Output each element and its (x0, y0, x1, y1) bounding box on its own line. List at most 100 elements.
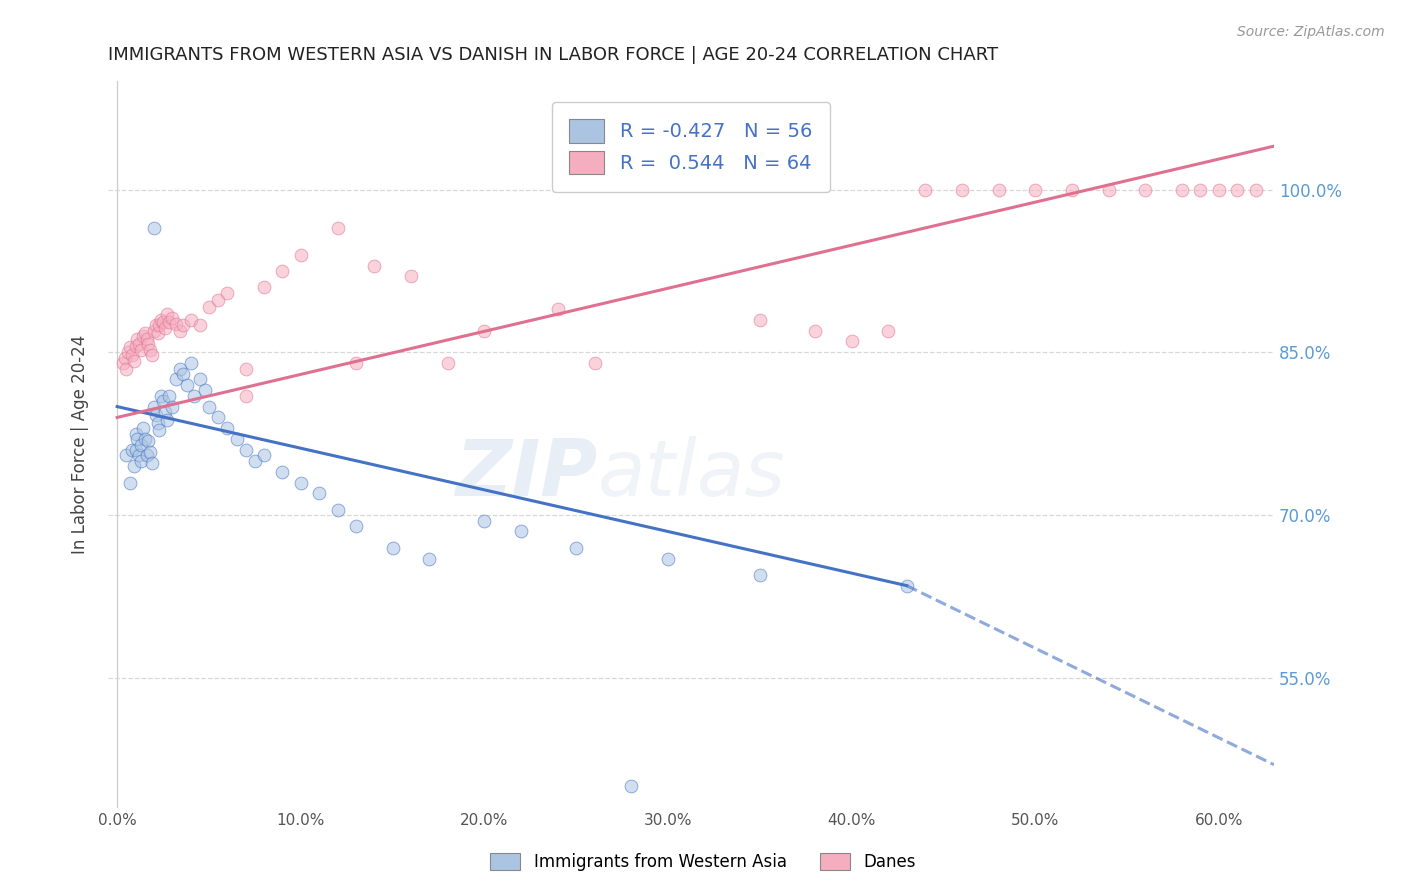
Point (243, 454, 266, 468)
Point (172, 367, 194, 381)
Point (565, 541, 588, 555)
Point (474, 514, 496, 528)
Point (344, 519, 367, 533)
Point (150, 389, 173, 403)
Legend: R = -0.427   N = 56, R =  0.544   N = 64: R = -0.427 N = 56, R = 0.544 N = 64 (553, 102, 830, 192)
Point (121, 442, 143, 457)
Point (877, 324, 900, 338)
Point (117, 345, 139, 359)
Point (162, 400, 184, 414)
Point (135, 449, 157, 463)
Point (148, 318, 170, 333)
Point (124, 339, 146, 353)
Point (1226, 183, 1249, 197)
Point (148, 424, 170, 438)
Point (118, 475, 141, 490)
Point (111, 356, 134, 370)
Point (145, 318, 167, 333)
Point (253, 449, 276, 463)
Point (235, 361, 257, 376)
Point (188, 318, 211, 333)
Point (180, 312, 202, 326)
Point (172, 318, 194, 333)
Point (162, 310, 184, 325)
Point (153, 321, 176, 335)
Point (418, 551, 440, 566)
Point (207, 410, 229, 425)
Point (141, 456, 163, 470)
Point (474, 324, 496, 338)
Text: IMMIGRANTS FROM WESTERN ASIA VS DANISH IN LABOR FORCE | AGE 20-24 CORRELATION CH: IMMIGRANTS FROM WESTERN ASIA VS DANISH I… (108, 46, 998, 64)
Point (217, 285, 239, 300)
Point (122, 354, 145, 368)
Point (176, 377, 198, 392)
Point (290, 248, 312, 262)
Point (132, 329, 155, 343)
Point (156, 307, 179, 321)
Point (152, 394, 174, 409)
Point (169, 361, 191, 376)
Point (290, 475, 312, 490)
Point (127, 432, 149, 446)
Point (142, 324, 165, 338)
Point (124, 442, 146, 457)
Point (183, 389, 205, 403)
Point (1135, 183, 1157, 197)
Point (165, 317, 187, 331)
Point (620, 780, 643, 794)
Point (436, 356, 458, 370)
Point (142, 220, 165, 235)
Point (657, 551, 679, 566)
Point (128, 336, 150, 351)
Point (127, 332, 149, 346)
Point (157, 389, 180, 403)
Point (122, 459, 145, 474)
Point (271, 264, 294, 278)
Point (217, 421, 239, 435)
Point (748, 312, 770, 326)
Point (399, 269, 422, 284)
Point (235, 389, 257, 403)
Y-axis label: In Labor Force | Age 20-24: In Labor Force | Age 20-24 (72, 334, 89, 554)
Point (326, 220, 349, 235)
Point (142, 400, 165, 414)
Point (129, 343, 152, 358)
Point (157, 315, 180, 329)
Point (344, 356, 367, 370)
Point (207, 293, 229, 308)
Point (510, 524, 533, 539)
Point (115, 361, 138, 376)
Point (1171, 183, 1194, 197)
Point (141, 347, 163, 361)
Point (950, 183, 973, 197)
Point (114, 351, 136, 365)
Point (138, 336, 160, 351)
Point (225, 432, 247, 446)
Point (146, 416, 169, 430)
Point (169, 324, 191, 338)
Point (547, 301, 569, 316)
Point (896, 579, 918, 593)
Point (1060, 183, 1083, 197)
Point (198, 300, 221, 314)
Point (583, 356, 606, 370)
Point (1189, 183, 1212, 197)
Point (152, 315, 174, 329)
Point (1208, 183, 1230, 197)
Point (308, 486, 330, 500)
Text: ZIP: ZIP (456, 435, 598, 512)
Point (129, 437, 152, 451)
Text: atlas: atlas (598, 435, 786, 512)
Point (1024, 183, 1046, 197)
Text: Source: ZipAtlas.com: Source: ZipAtlas.com (1237, 25, 1385, 39)
Point (271, 465, 294, 479)
Point (128, 449, 150, 463)
Point (914, 183, 936, 197)
Point (363, 259, 385, 273)
Legend: Immigrants from Western Asia, Danes: Immigrants from Western Asia, Danes (482, 845, 924, 880)
Point (115, 449, 138, 463)
Point (804, 324, 827, 338)
Point (165, 372, 187, 386)
Point (841, 334, 863, 349)
Point (198, 400, 221, 414)
